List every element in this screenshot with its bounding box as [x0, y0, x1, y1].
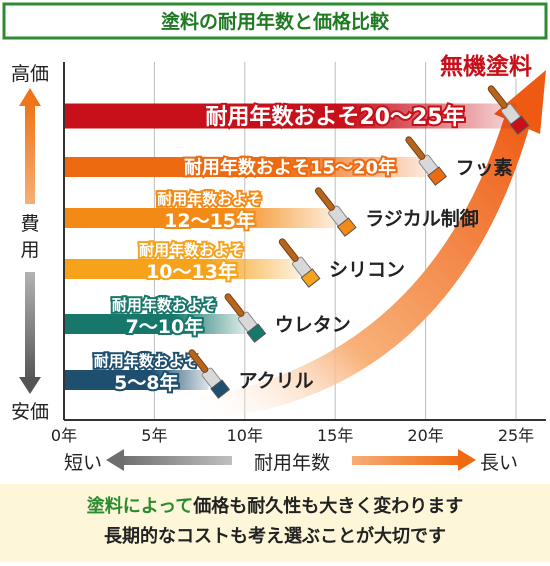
x-tick-label: 5年 [141, 426, 167, 445]
paint-brushes [188, 85, 530, 399]
bar-silicone [65, 259, 300, 279]
material-name-radical: ラジカル制御 [365, 207, 479, 230]
x-axis-title: 耐用年数 [254, 452, 330, 474]
bar-series [65, 103, 516, 390]
paint-brush-icon [405, 136, 448, 186]
x-tick-label: 20年 [407, 426, 443, 445]
inorganic-highlight-label: 無機塗料 [440, 53, 532, 80]
duration-arrow-left-head [106, 449, 124, 471]
range-label-urethane-line1: 耐用年数およそ [112, 296, 217, 314]
paint-brush-icon [224, 293, 267, 343]
title-box [2, 2, 548, 40]
footer-panel [0, 484, 550, 562]
range-label-acrylic-line2: 5～8年 [114, 371, 178, 394]
bar-radical [65, 208, 336, 228]
cost-arrow-down-head [19, 377, 41, 394]
range-label-acrylic-line1: 耐用年数およそ [94, 352, 199, 370]
range-label-inorganic: 耐用年数およそ20～25年 [205, 104, 464, 130]
bar-inorganic [65, 103, 516, 129]
bar-fluorine [65, 157, 426, 177]
x-tick-label: 10年 [227, 426, 263, 445]
range-label-silicone-line1: 耐用年数およそ [139, 241, 244, 259]
chart-title: 塗料の耐用年数と価格比較 [161, 10, 390, 33]
bar-acrylic [65, 370, 209, 390]
duration-label-backdrop [232, 446, 352, 474]
range-label-radical-line1: 耐用年数およそ [157, 190, 262, 208]
range-label-urethane-line2: 7～10年 [126, 315, 204, 338]
material-name-acrylic: アクリル [239, 370, 314, 392]
rising-arrow-body [195, 112, 532, 420]
x-tick-labels: 0年 5年 10年 15年 20年 25年 [51, 426, 534, 445]
range-label-silicone-line2: 10～13年 [146, 260, 237, 283]
x-tick-label: 25年 [498, 426, 534, 445]
cost-arrow-up-head [19, 88, 41, 106]
paint-brush-icon [487, 85, 530, 135]
footer-line-2: 長期的なコストも考え選ぶことが大切です [104, 525, 446, 547]
material-name-fluorine: フッ素 [456, 156, 513, 179]
y-label-low: 安価 [11, 401, 49, 423]
footer-highlight: 塗料によって [87, 495, 194, 517]
x-label-short: 短い [64, 452, 102, 474]
duration-arrow-right-head [458, 449, 476, 471]
paint-brush-icon [314, 187, 357, 237]
x-tick-label: 15年 [317, 426, 353, 445]
footer-line-1-rest: 価格も耐久性も大きく変わります [192, 495, 463, 517]
y-label-cost: 費用 [20, 213, 39, 261]
x-label-long: 長い [480, 452, 518, 474]
x-tick-label: 0年 [51, 426, 77, 445]
footer-line-1: 塗料によって価格も耐久性も大きく変わります [87, 495, 464, 517]
paint-brush-icon [278, 238, 321, 288]
material-name-urethane: ウレタン [275, 314, 351, 336]
cost-label-backdrop [17, 204, 43, 272]
range-label-fluorine: 耐用年数およそ15～20年 [184, 156, 396, 178]
paint-brush-icon [188, 349, 231, 399]
range-label-radical-line2: 12～15年 [164, 209, 255, 232]
bar-urethane [65, 314, 245, 334]
y-label-high: 高価 [11, 63, 49, 85]
material-name-silicone: シリコン [329, 259, 405, 281]
